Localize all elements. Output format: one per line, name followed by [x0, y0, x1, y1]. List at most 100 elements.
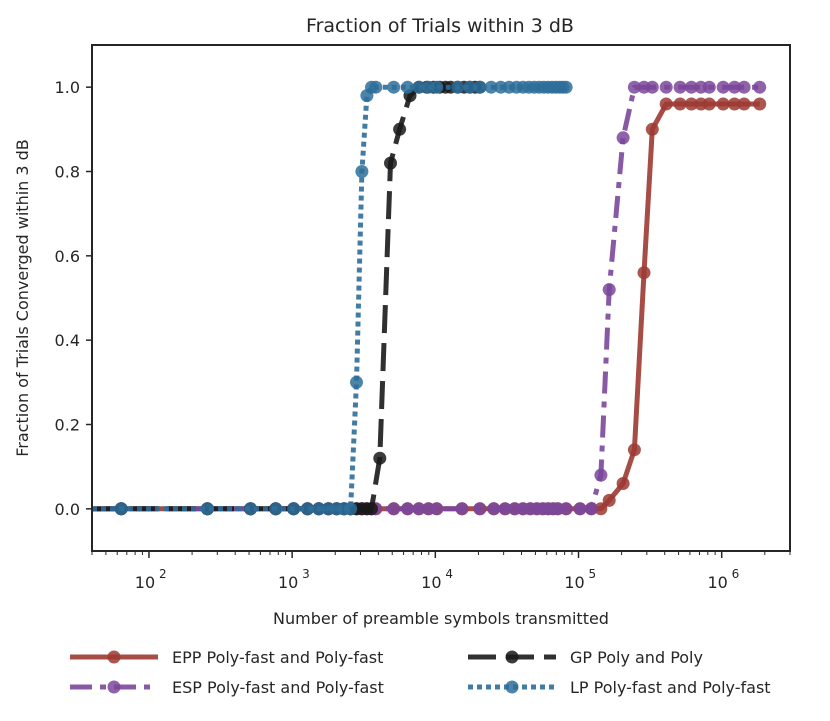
data-point [269, 502, 283, 516]
x-tick-label: 10 [708, 573, 728, 592]
legend-label: LP Poly-fast and Poly-fast [570, 678, 771, 697]
data-point [412, 502, 426, 516]
data-point [373, 451, 387, 465]
data-point [716, 80, 730, 94]
y-tick-label: 0.8 [55, 163, 80, 182]
data-point [684, 97, 698, 111]
data-point [473, 80, 487, 94]
data-point [301, 502, 314, 516]
data-point [393, 122, 407, 136]
legend-marker [107, 680, 121, 694]
legend-item: EPP Poly-fast and Poly-fast [70, 648, 383, 667]
data-point [114, 502, 128, 516]
series-3 [92, 80, 573, 516]
series-line [92, 101, 760, 512]
data-point [498, 502, 512, 516]
data-point [287, 502, 301, 516]
series-line [92, 84, 480, 512]
data-point [737, 97, 751, 111]
data-point [645, 80, 659, 94]
data-point [728, 97, 741, 111]
data-point [728, 80, 741, 94]
x-tick-label: 10 [421, 573, 441, 592]
x-tick-exponent: 4 [445, 567, 453, 581]
data-point [451, 80, 465, 94]
data-point [312, 502, 326, 516]
legend-label: GP Poly and Poly [570, 648, 703, 667]
data-point [200, 502, 214, 516]
x-tick-exponent: 2 [159, 567, 167, 581]
data-point [487, 502, 501, 516]
data-point [584, 502, 598, 516]
series-line [92, 84, 567, 512]
plot-area [92, 80, 767, 516]
data-point [673, 97, 687, 111]
x-tick-exponent: 3 [302, 567, 310, 581]
legend-marker [107, 650, 121, 664]
data-point [463, 80, 477, 94]
y-tick-label: 0.2 [55, 416, 80, 435]
series-2 [92, 80, 487, 516]
data-point [430, 80, 444, 94]
x-tick-label: 10 [564, 573, 584, 592]
data-point [716, 97, 730, 111]
data-point [412, 80, 426, 94]
data-point [559, 80, 573, 94]
legend-label: ESP Poly-fast and Poly-fast [172, 678, 384, 697]
data-point [355, 165, 369, 178]
y-tick-label: 0.0 [55, 500, 80, 519]
data-point [430, 502, 444, 516]
data-point [659, 80, 673, 94]
data-point [365, 502, 378, 516]
data-point [753, 97, 767, 111]
x-axis: 10 2 10 3 10 4 10 5 10 6 [91, 551, 791, 592]
data-point [455, 502, 469, 516]
y-tick-label: 0.4 [55, 331, 80, 350]
series-line [92, 84, 760, 512]
legend-item: GP Poly and Poly [468, 648, 703, 667]
data-point [350, 375, 363, 389]
y-axis: 0.0 0.2 0.4 0.6 0.8 1.0 [55, 78, 92, 519]
data-point [559, 502, 573, 516]
data-point [244, 502, 257, 516]
data-point [627, 80, 641, 94]
data-point [387, 80, 401, 94]
legend-label: EPP Poly-fast and Poly-fast [172, 648, 383, 667]
data-point [602, 493, 616, 507]
data-point [737, 80, 751, 94]
data-point [627, 443, 641, 457]
data-point [702, 80, 716, 94]
data-point [702, 97, 716, 111]
data-point [616, 477, 630, 490]
x-tick-label: 10 [135, 573, 155, 592]
data-point [384, 156, 397, 170]
legend-item: ESP Poly-fast and Poly-fast [70, 678, 384, 697]
data-point [344, 502, 358, 516]
chart-title: Fraction of Trials within 3 dB [306, 15, 574, 37]
legend-marker [505, 680, 519, 694]
data-point [659, 97, 673, 111]
data-point [616, 131, 630, 145]
data-point [673, 80, 687, 94]
series-1 [92, 80, 767, 516]
data-point [484, 80, 498, 94]
legend-item: LP Poly-fast and Poly-fast [468, 678, 771, 697]
plot-frame [91, 44, 791, 552]
data-point [594, 468, 608, 482]
data-point [401, 80, 415, 94]
y-tick-label: 1.0 [55, 78, 80, 97]
legend-marker [505, 650, 519, 664]
data-point [645, 122, 659, 136]
data-point [637, 266, 651, 280]
data-point [401, 502, 415, 516]
data-point [753, 80, 767, 94]
data-point [594, 502, 608, 516]
y-tick-label: 0.6 [55, 247, 80, 266]
data-point [369, 80, 383, 94]
data-point [473, 502, 487, 516]
x-tick-exponent: 5 [589, 567, 597, 581]
x-axis-title: Number of preamble symbols transmitted [273, 609, 609, 628]
y-axis-title: Fraction of Trials Converged within 3 dB [13, 139, 32, 457]
data-point [387, 502, 401, 516]
